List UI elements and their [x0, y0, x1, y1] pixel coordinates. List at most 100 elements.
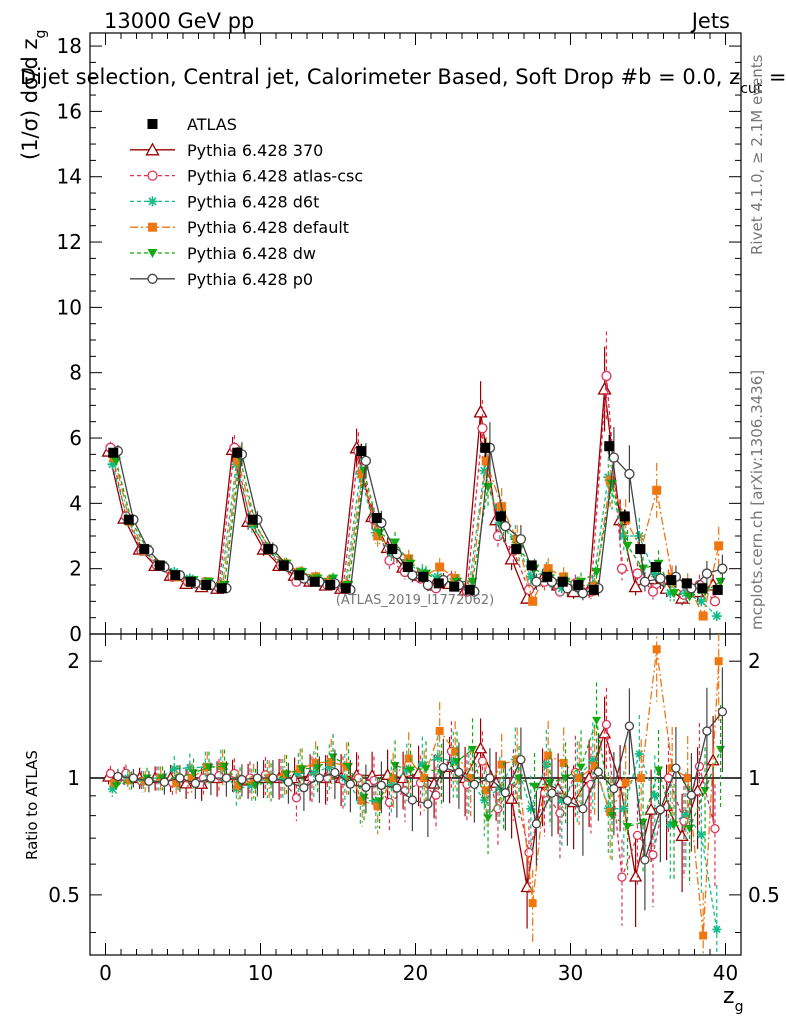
- ratio-point: [128, 773, 139, 783]
- legend-marker: [147, 170, 158, 181]
- ratio-point: [247, 780, 257, 790]
- ratio-point: [144, 776, 154, 786]
- ratio-point: [516, 754, 526, 765]
- ratio-point: [206, 773, 216, 783]
- ratio-point: [669, 821, 679, 830]
- data-point: [309, 576, 320, 587]
- ratio-point: [710, 823, 720, 834]
- data-point: [624, 468, 635, 480]
- ratio-point: [497, 760, 506, 769]
- ratio-point: [717, 707, 728, 717]
- ratio-point: [624, 721, 635, 731]
- data-point: [504, 551, 519, 565]
- ratio-point: [469, 779, 480, 790]
- ratio-point: [396, 771, 410, 784]
- data-point: [216, 583, 227, 594]
- y-tick-label: 14: [57, 165, 82, 189]
- ratio-point: [417, 759, 427, 769]
- data-point: [435, 562, 445, 572]
- x-tick-label: 20: [403, 961, 428, 985]
- ratio-tick-label: 1: [748, 766, 761, 790]
- ratio-point: [716, 745, 726, 754]
- ratio-point: [609, 783, 619, 794]
- ratio-point: [541, 759, 551, 769]
- legend-marker: [147, 249, 158, 258]
- data-point: [404, 554, 414, 564]
- data-point: [387, 544, 398, 555]
- data-point: [709, 596, 721, 607]
- ratio-series-line: [114, 649, 720, 936]
- data-point: [649, 568, 660, 579]
- ratio-point: [113, 771, 123, 782]
- ratio-point: [555, 808, 565, 818]
- data-point: [618, 531, 629, 542]
- ratio-point: [531, 819, 542, 829]
- data-point: [201, 580, 212, 591]
- data-point: [526, 560, 537, 571]
- ratio-point: [369, 775, 379, 786]
- ratio-point: [632, 830, 643, 841]
- ratio-point: [448, 756, 458, 766]
- data-point: [632, 568, 643, 579]
- ratio-point: [309, 768, 319, 778]
- ratio-point: [665, 820, 675, 830]
- ratio-point: [683, 774, 692, 783]
- data-point: [557, 576, 568, 587]
- ratio-point: [314, 773, 325, 783]
- legend-label: ATLAS: [187, 115, 237, 134]
- ratio-point: [547, 788, 557, 798]
- ratio-point: [187, 774, 196, 783]
- data-point: [278, 560, 289, 571]
- data-point: [698, 611, 708, 621]
- data-point: [665, 588, 676, 599]
- data-point: [714, 541, 724, 551]
- ratio-point: [175, 773, 185, 783]
- ratio-point: [376, 780, 387, 790]
- ratio-point: [575, 774, 584, 783]
- ratio-point: [389, 774, 398, 783]
- data-point: [247, 514, 258, 525]
- ratio-point: [268, 773, 278, 783]
- ratio-point: [386, 780, 396, 790]
- data-point: [528, 596, 538, 606]
- ratio-point: [655, 804, 666, 815]
- ratio-point: [528, 899, 537, 908]
- data-point: [373, 531, 383, 541]
- category-label: Jets: [690, 9, 730, 33]
- ratio-point: [172, 778, 181, 787]
- data-point: [542, 571, 553, 582]
- ratio-point: [327, 757, 336, 766]
- y-tick-label: 16: [57, 99, 82, 123]
- data-point: [479, 465, 490, 476]
- ratio-point: [345, 779, 356, 789]
- ratio-point: [373, 802, 382, 811]
- ratio-point: [712, 924, 722, 934]
- data-point: [511, 544, 522, 555]
- ratio-point: [384, 797, 395, 808]
- rivet-label: Rivet 4.1.0, ≥ 2.1M events: [748, 54, 766, 255]
- data-point: [577, 588, 589, 599]
- data-point: [556, 583, 567, 594]
- ratio-point: [650, 790, 660, 800]
- ratio-point: [500, 788, 511, 798]
- ratio-axis-label: Ratio to ATLAS: [23, 750, 41, 860]
- ratio-point: [634, 749, 644, 759]
- ratio-point: [576, 763, 586, 772]
- ratio-point: [637, 774, 646, 783]
- legend-marker: [147, 273, 158, 284]
- ratio-point: [648, 850, 658, 860]
- legend-label: Pythia 6.428 dw: [187, 244, 316, 263]
- legend-marker: [148, 222, 157, 232]
- data-point: [628, 579, 643, 593]
- ratio-plot-frame: [89, 633, 742, 956]
- ratio-point: [438, 762, 449, 773]
- data-point: [531, 576, 542, 587]
- ratio-series-pythia-6-428-dw: [111, 682, 726, 885]
- data-point: [712, 584, 723, 595]
- ratio-point: [592, 716, 602, 725]
- ratio-point: [466, 774, 475, 783]
- data-point: [681, 578, 692, 589]
- ratio-point: [485, 773, 495, 783]
- ratio-data-group: [102, 634, 728, 955]
- data-point: [390, 538, 401, 548]
